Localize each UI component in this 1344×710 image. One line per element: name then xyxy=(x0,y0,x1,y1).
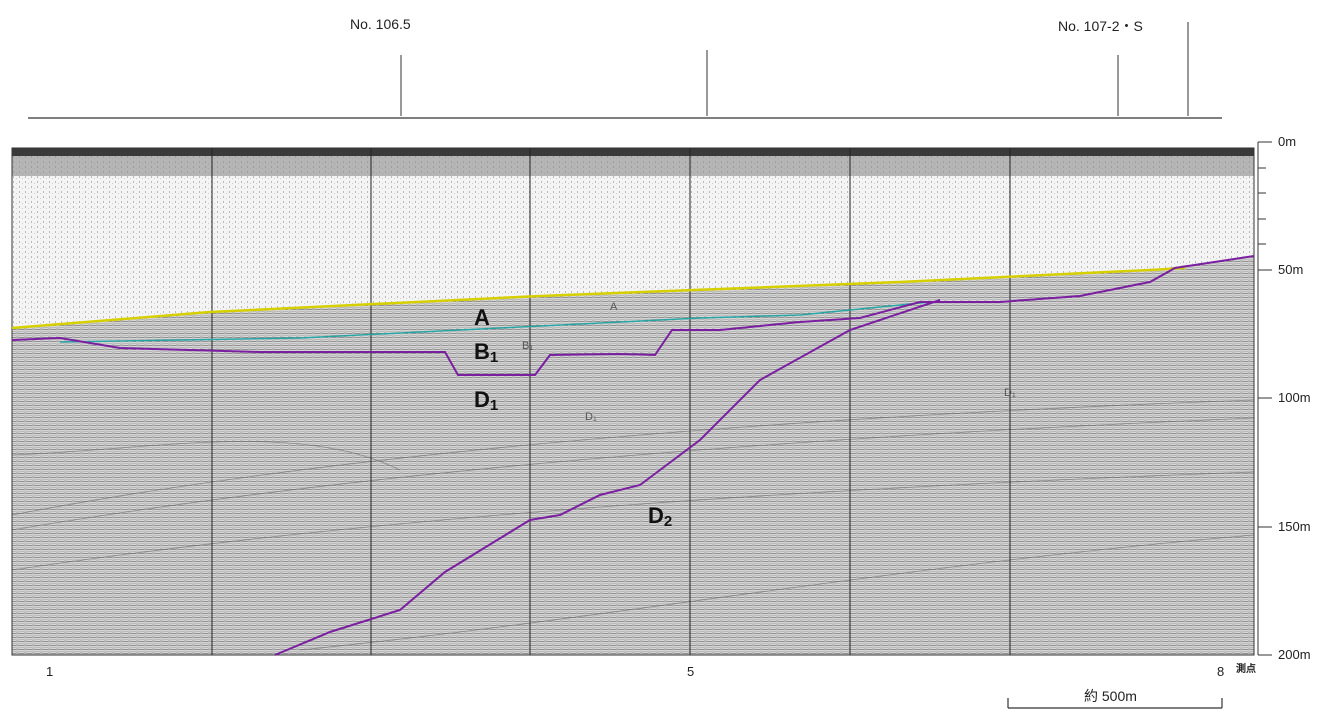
depth-tick-label: 100m xyxy=(1278,390,1311,405)
seismic-record xyxy=(11,147,1255,656)
fix-point-label: 5 xyxy=(687,664,695,679)
fix-point-label: 8 xyxy=(1217,664,1225,679)
scale-bar-label: 約 500m xyxy=(1084,688,1137,704)
faint-unit-label-d1: D₁ xyxy=(1004,387,1016,399)
faint-unit-label-d1: D₁ xyxy=(585,411,597,423)
unit-label-d1: D1 xyxy=(474,387,499,414)
station-label-107-2-s: No. 107-2・S xyxy=(1058,18,1143,34)
depth-tick-label: 150m xyxy=(1278,519,1311,534)
depth-scale xyxy=(1257,141,1272,656)
depth-tick-label: 200m xyxy=(1278,647,1311,662)
unit-b1-base-boundary xyxy=(11,255,1255,376)
faint-unit-label-b1: B₁ xyxy=(522,340,534,352)
depth-tick-label: 0m xyxy=(1278,134,1297,149)
fix-point-label: 1 xyxy=(46,664,54,679)
unit-label-d2: D2 xyxy=(648,503,673,530)
fix-point-unit-label: 測点 xyxy=(1236,664,1256,675)
scale-bar xyxy=(1007,698,1223,709)
faint-unit-label-a: A xyxy=(610,301,618,313)
seafloor-boundary xyxy=(11,266,1186,330)
unit-d2-top-boundary xyxy=(274,299,941,656)
station-label-106-5: No. 106.5 xyxy=(350,16,411,32)
depth-tick-label: 50m xyxy=(1278,262,1304,277)
unit-label-a: A xyxy=(474,305,490,330)
station-baseline xyxy=(28,22,1222,119)
unit-label-b1: B1 xyxy=(474,339,499,366)
unit-a-base-boundary xyxy=(59,301,931,343)
